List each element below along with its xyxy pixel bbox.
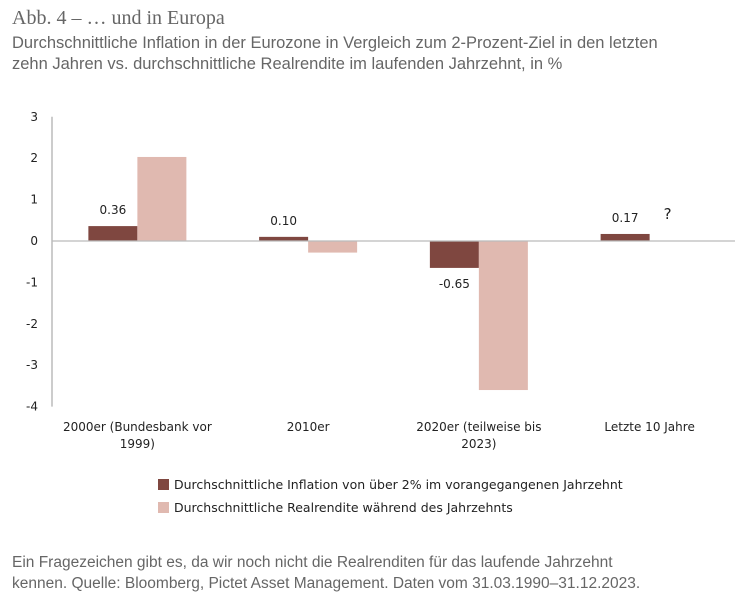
legend-swatch [158, 502, 169, 513]
subtitle-line: Durchschnittliche Inflation in der Euroz… [12, 34, 658, 52]
bar-realrendite [478, 241, 528, 391]
bar-inflation [88, 226, 138, 241]
footnote-line: kennen. Quelle: Bloomberg, Pictet Asset … [12, 575, 641, 592]
x-category-label: 2023) [461, 437, 496, 451]
x-category-label: 1999) [120, 437, 155, 451]
legend-label: Durchschnittliche Inflation von über 2% … [174, 477, 623, 492]
y-tick-label: -1 [26, 275, 38, 289]
y-tick-label: -3 [26, 358, 38, 372]
legend-label: Durchschnittliche Realrendite während de… [174, 500, 513, 515]
chart-title: Abb. 4 – … und in Europa [12, 7, 225, 29]
x-category-label: 2020er (teilweise bis [416, 420, 541, 434]
x-category-label: 2000er (Bundesbank vor [63, 420, 212, 434]
y-tick-label: 2 [30, 151, 38, 165]
bar-realrendite [308, 241, 358, 253]
bar-chart: 3 2 1 0 -1 -2 -3 -4 0.36 2000er (Bundesbank vor 19… [26, 110, 735, 451]
data-label: 0.10 [270, 214, 297, 228]
chart-subtitle: Durchschnittliche Inflation in der Euroz… [12, 33, 747, 75]
data-label: -0.65 [439, 277, 470, 291]
legend-item-inflation: Durchschnittliche Inflation von über 2% … [158, 477, 623, 492]
bar-realrendite [137, 156, 187, 241]
x-category-label: Letzte 10 Jahre [604, 420, 694, 434]
legend-swatch [158, 479, 169, 490]
subtitle-line: zehn Jahren vs. durchschnittliche Realre… [12, 55, 563, 73]
y-tick-label: 3 [30, 110, 38, 124]
bar-inflation [600, 233, 650, 241]
footnote-line: Ein Fragezeichen gibt es, da wir noch ni… [12, 554, 613, 571]
y-tick-label: -2 [26, 317, 38, 331]
bar-inflation [429, 241, 479, 268]
footnote: Ein Fragezeichen gibt es, da wir noch ni… [12, 552, 640, 594]
data-label: 0.17 [612, 211, 639, 225]
data-label: 0.36 [100, 203, 127, 217]
legend-item-realrendite: Durchschnittliche Realrendite während de… [158, 500, 513, 515]
y-tick-label: 0 [30, 234, 38, 248]
y-tick-label: -4 [26, 400, 38, 414]
bar-inflation [259, 236, 309, 241]
y-tick-label: 1 [30, 193, 38, 207]
question-mark-annotation: ? [664, 205, 672, 223]
x-category-label: 2010er [287, 420, 330, 434]
